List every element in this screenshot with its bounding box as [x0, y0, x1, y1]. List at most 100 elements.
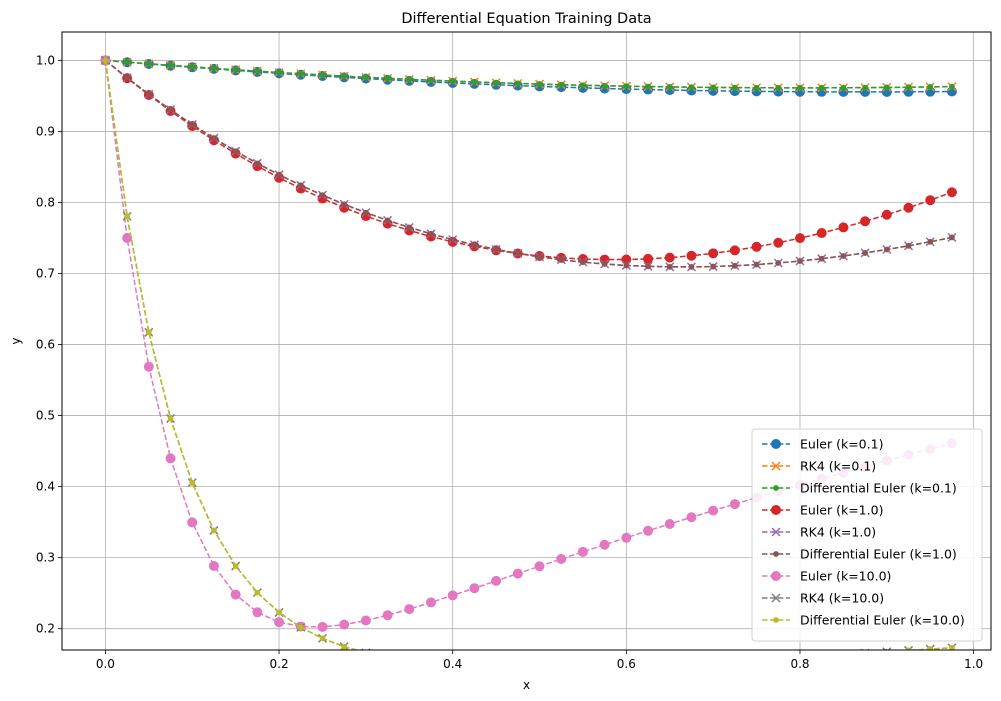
data-point: [775, 260, 782, 266]
data-point: [145, 91, 152, 98]
data-point: [471, 79, 478, 85]
data-point: [145, 60, 152, 67]
data-point: [232, 148, 239, 155]
data-point: [232, 563, 239, 569]
data-point: [949, 83, 955, 90]
y-tick-label: 0.9: [36, 124, 55, 138]
data-point: [775, 84, 782, 91]
x-tick-label: 0.2: [270, 657, 289, 671]
legend-label: Differential Euler (k=1.0): [800, 547, 957, 562]
y-tick-label: 0.5: [36, 409, 55, 423]
legend-entry: Euler (k=1.0): [762, 503, 883, 518]
data-point: [645, 263, 651, 270]
data-point: [447, 590, 458, 601]
data-point: [449, 236, 456, 243]
data-point: [731, 262, 738, 269]
data-point: [818, 84, 825, 91]
data-point: [840, 253, 847, 259]
data-point: [536, 81, 543, 87]
series-group: [100, 55, 957, 650]
data-point: [208, 560, 219, 571]
data-point: [167, 415, 174, 422]
x-tick-label: 1.0: [964, 657, 983, 671]
legend-label: Euler (k=10.0): [800, 569, 891, 584]
data-point: [534, 561, 545, 572]
y-tick-label: 0.6: [36, 338, 55, 352]
data-point: [232, 66, 239, 73]
data-point: [514, 80, 521, 87]
data-point: [471, 241, 478, 248]
plot-frame: [61, 31, 992, 651]
y-axis-title: y: [9, 337, 23, 344]
x-tick-label: 0.8: [790, 657, 809, 671]
data-point: [512, 568, 523, 579]
data-point: [862, 250, 869, 256]
legend-marker: [771, 571, 781, 581]
data-point: [710, 84, 717, 91]
data-point: [254, 68, 261, 75]
data-point: [666, 263, 673, 270]
data-point: [688, 84, 695, 91]
data-point: [558, 256, 565, 263]
data-point: [165, 453, 176, 464]
data-point: [102, 57, 109, 64]
legend-label: Euler (k=0.1): [800, 437, 883, 452]
data-point: [903, 645, 914, 650]
series-line: [104, 59, 953, 268]
legend-label: RK4 (k=0.1): [800, 459, 876, 474]
data-point: [124, 213, 131, 220]
y-tick-label: 0.3: [36, 551, 55, 565]
data-point: [252, 607, 263, 618]
data-point: [860, 216, 871, 227]
data-point: [297, 182, 304, 189]
data-point: [664, 518, 675, 529]
data-point: [384, 75, 391, 82]
data-point: [406, 76, 413, 83]
data-point: [753, 261, 760, 268]
data-point: [708, 248, 719, 259]
data-point: [686, 512, 697, 523]
legend-box: [751, 428, 983, 642]
legend-entry: RK4 (k=0.1): [762, 459, 876, 474]
data-point: [556, 554, 567, 565]
data-point: [319, 635, 326, 642]
data-point: [297, 624, 304, 631]
legend-entry: Euler (k=0.1): [762, 437, 883, 452]
data-point: [469, 583, 480, 594]
series-line: [105, 59, 952, 89]
data-point: [124, 59, 131, 66]
legend-label: Differential Euler (k=10.0): [800, 613, 965, 628]
data-point: [341, 73, 348, 80]
data-point: [905, 242, 912, 249]
data-point: [319, 192, 326, 198]
data-point: [425, 597, 436, 608]
data-point: [491, 575, 502, 586]
data-point: [230, 589, 241, 600]
data-point: [167, 106, 174, 113]
data-point: [276, 171, 282, 178]
data-point: [124, 74, 131, 81]
data-point: [145, 329, 152, 336]
data-point: [753, 84, 760, 91]
data-point: [189, 121, 196, 128]
data-point: [211, 65, 217, 72]
data-point: [708, 505, 719, 516]
data-point: [276, 69, 282, 76]
data-point: [664, 252, 675, 263]
data-point: [601, 261, 608, 267]
data-point: [167, 62, 174, 69]
data-point: [881, 209, 892, 220]
x-tick-label: 0.4: [443, 657, 462, 671]
data-point: [599, 539, 610, 550]
legend: Euler (k=0.1) RK4 (k=0.1) Differential Eul…: [751, 428, 983, 642]
data-point: [862, 84, 869, 91]
data-point: [729, 499, 740, 510]
data-point: [643, 525, 654, 536]
data-point: [688, 264, 695, 270]
data-point: [362, 209, 369, 216]
data-point: [122, 233, 133, 243]
data-point: [949, 234, 955, 241]
chart-title: Differential Equation Training Data: [401, 11, 651, 27]
